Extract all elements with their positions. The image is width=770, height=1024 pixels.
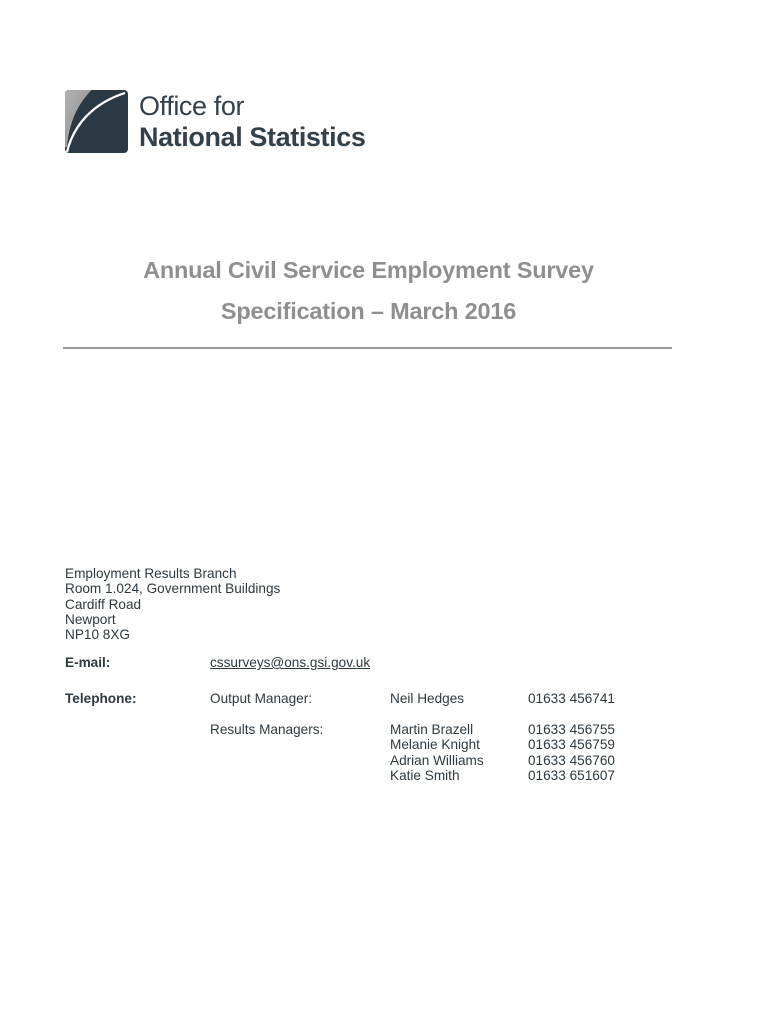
address-line: NP10 8XG (65, 627, 130, 643)
title-divider (63, 347, 672, 349)
document-title-line2: Specification – March 2016 (220, 298, 517, 324)
results-manager-phone: 01633 456760 (528, 752, 615, 768)
results-manager-phone: 01633 456755 (528, 722, 615, 737)
results-managers-names: Martin Brazell Melanie Knight Adrian Wil… (390, 722, 484, 783)
address-line: Employment Results Branch (65, 566, 237, 581)
output-manager-name: Neil Hedges (390, 691, 465, 706)
document-title-line1: Annual Civil Service Employment Survey (143, 257, 594, 283)
ons-logo-line2: National Statistics (139, 122, 366, 152)
address-line: Cardiff Road (65, 596, 142, 612)
results-manager-name: Martin Brazell (390, 722, 474, 737)
results-manager-name: Adrian Williams (390, 752, 484, 768)
ons-logo-text: Office for National Statistics (139, 91, 366, 153)
address-block: Employment Results Branch Room 1.024, Go… (65, 566, 280, 642)
address-line: Newport (65, 611, 116, 627)
output-manager-role: Output Manager: (210, 691, 313, 706)
output-manager-phone: 01633 456741 (528, 691, 615, 706)
ons-logo-line1: Office for (139, 91, 245, 121)
results-managers-phones: 01633 456755 01633 456759 01633 456760 0… (528, 722, 615, 783)
results-manager-phone: 01633 651607 (528, 767, 615, 783)
telephone-label: Telephone: (65, 691, 137, 706)
ons-logo-mark-icon (65, 90, 128, 153)
results-managers-role: Results Managers: (210, 722, 324, 737)
document-title: Annual Civil Service Employment Survey S… (65, 250, 672, 332)
results-manager-phone: 01633 456759 (528, 737, 615, 753)
email-label: E-mail: (65, 655, 111, 670)
results-manager-name: Melanie Knight (390, 737, 480, 753)
results-manager-name: Katie Smith (390, 767, 460, 783)
ons-logo: Office for National Statistics (65, 90, 366, 153)
address-line: Room 1.024, Government Buildings (65, 581, 281, 597)
email-link[interactable]: cssurveys@ons.gsi.gov.uk (210, 655, 371, 670)
